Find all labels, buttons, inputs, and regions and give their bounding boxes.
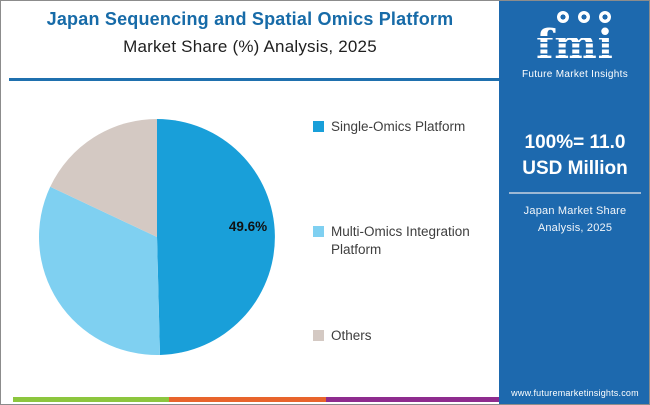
sidebar-caption-line2: Analysis, 2025 <box>537 222 613 234</box>
legend-swatch-single-omics <box>313 121 324 132</box>
person-icon <box>599 11 611 23</box>
page-title: Japan Sequencing and Spatial Omics Platf… <box>1 9 499 57</box>
fmi-logo: fmi Future Market Insights <box>499 1 649 80</box>
website-url: www.futuremarketinsights.com <box>511 388 639 398</box>
legend-item-multi-omics: Multi-Omics Integration Platform <box>313 223 493 258</box>
sidebar: fmi Future Market Insights 100%= 11.0 US… <box>499 1 649 404</box>
pie-slice-1 <box>157 119 275 355</box>
logo-icons <box>517 11 649 24</box>
legend-label-single-omics: Single-Omics Platform <box>331 119 466 134</box>
sidebar-caption-line1: Japan Market Share <box>523 205 627 217</box>
pie-slice-3 <box>50 119 158 237</box>
legend-item-single-omics: Single-Omics Platform <box>313 118 493 136</box>
footer-stripe-purple <box>326 397 499 402</box>
title-divider <box>9 78 499 81</box>
stat-block: 100%= 11.0 USD Million <box>499 130 649 182</box>
fmi-logo-text: fmi <box>531 21 619 68</box>
fmi-logo-subtext: Future Market Insights <box>521 69 629 80</box>
sidebar-divider <box>509 192 641 194</box>
footer-stripe-orange <box>169 397 326 402</box>
pie-chart: 49.6% <box>39 119 275 355</box>
legend-label-others: Others <box>331 328 372 343</box>
page-title-line2: Market Share (%) Analysis, 2025 <box>123 37 377 56</box>
sidebar-caption: Japan Market Share Analysis, 2025 <box>499 203 649 237</box>
globe-icon <box>578 11 590 23</box>
pie-slices <box>39 119 275 355</box>
page-title-line1: Japan Sequencing and Spatial Omics Platf… <box>46 9 454 29</box>
legend-item-others: Others <box>313 327 493 345</box>
stat-value: 100%= 11.0 <box>524 132 626 153</box>
legend-swatch-others <box>313 330 324 341</box>
legend-label-multi-omics: Multi-Omics Integration Platform <box>331 224 470 257</box>
pie-slice-2 <box>39 186 160 355</box>
footer-stripe-green <box>13 397 169 402</box>
head-icon <box>557 11 569 23</box>
stat-unit: USD Million <box>522 158 628 179</box>
legend-swatch-multi-omics <box>313 226 324 237</box>
pie-data-label: 49.6% <box>229 219 267 234</box>
